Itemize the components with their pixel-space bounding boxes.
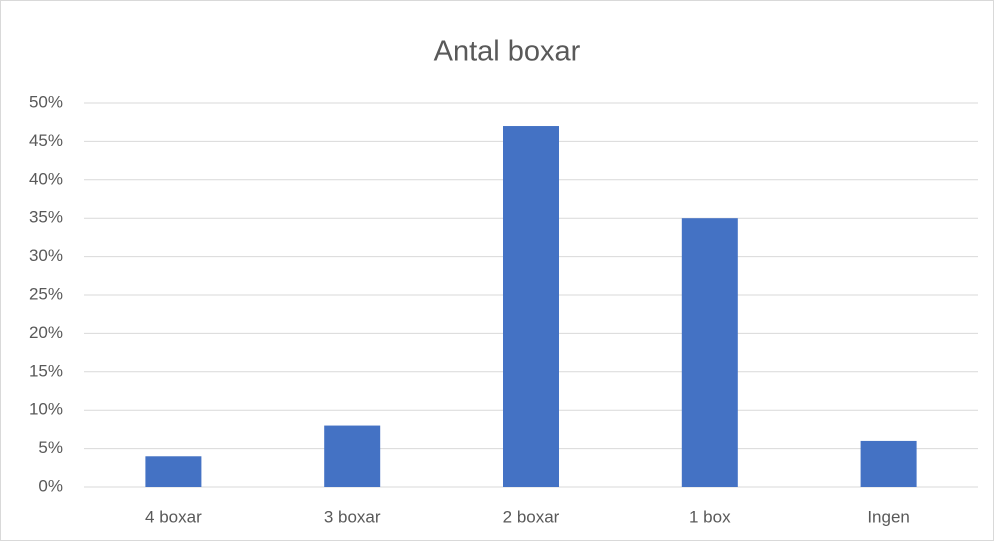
y-tick-label: 25% bbox=[29, 284, 63, 303]
y-tick-label: 5% bbox=[38, 438, 63, 457]
bar bbox=[145, 456, 202, 487]
bar bbox=[324, 425, 381, 487]
x-tick-label: 3 boxar bbox=[324, 507, 381, 526]
y-tick-label: 20% bbox=[29, 323, 63, 342]
x-tick-label: 2 boxar bbox=[503, 507, 560, 526]
y-tick-label: 10% bbox=[29, 400, 63, 419]
bar bbox=[503, 126, 559, 487]
bar bbox=[860, 440, 917, 487]
chart-title: Antal boxar bbox=[434, 36, 581, 68]
x-tick-label: Ingen bbox=[867, 507, 910, 526]
y-tick-label: 30% bbox=[29, 246, 63, 265]
y-tick-label: 45% bbox=[29, 131, 63, 150]
x-tick-label: 1 box bbox=[689, 507, 731, 526]
x-tick-label: 4 boxar bbox=[145, 507, 202, 526]
y-tick-label: 0% bbox=[38, 476, 63, 495]
y-tick-label: 35% bbox=[29, 208, 63, 227]
y-tick-label: 40% bbox=[29, 169, 63, 188]
bar bbox=[681, 218, 738, 487]
y-tick-label: 50% bbox=[29, 92, 63, 111]
y-tick-label: 15% bbox=[29, 361, 63, 380]
